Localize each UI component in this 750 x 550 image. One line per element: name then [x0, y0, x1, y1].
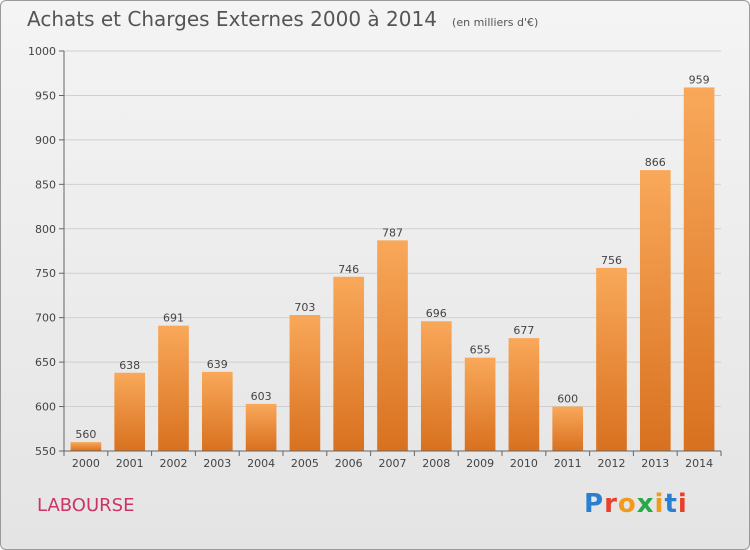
data-label: 677	[513, 324, 534, 337]
y-tick-label: 600	[35, 401, 56, 414]
y-tick-label: 1000	[28, 45, 56, 58]
data-label: 560	[75, 428, 96, 441]
bar-2012	[596, 267, 627, 451]
bar-2008	[420, 321, 452, 451]
bar-2001	[114, 372, 146, 451]
bar-2009	[464, 357, 496, 451]
x-tick-label: 2002	[160, 457, 188, 470]
y-tick-label: 900	[35, 134, 56, 147]
chart-subtitle: (en milliers d'€)	[452, 16, 539, 29]
x-tick-label: 2011	[554, 457, 582, 470]
proxiti-logo[interactable]: Proxiti	[584, 489, 688, 519]
data-label: 787	[382, 226, 403, 239]
bar-2010	[508, 338, 540, 451]
y-tick-label: 850	[35, 178, 56, 191]
chart-title: Achats et Charges Externes 2000 à 2014	[27, 7, 437, 31]
data-label: 638	[119, 359, 140, 372]
y-axis: 550 600 650 700 750 800 850 900 950 1000	[28, 45, 65, 458]
data-label: 600	[557, 393, 578, 406]
logo-letter: x	[636, 489, 655, 519]
bar-2003	[201, 371, 233, 451]
bar-2006	[333, 276, 365, 451]
bar-2004	[245, 403, 277, 451]
logo-letter: P	[584, 489, 605, 519]
town-name: LABOURSE	[37, 495, 135, 516]
data-label: 696	[426, 307, 447, 320]
data-label: 603	[251, 390, 272, 403]
logo-letter: r	[604, 489, 618, 519]
x-tick-label: 2004	[247, 457, 275, 470]
x-tick-label: 2001	[116, 457, 144, 470]
x-tick-label: 2008	[422, 457, 450, 470]
data-label: 691	[163, 312, 184, 325]
x-tick-label: 2005	[291, 457, 319, 470]
logo-letter: i	[654, 489, 665, 519]
bar-2002	[158, 325, 189, 451]
x-tick-label: 2003	[203, 457, 231, 470]
logo-letter: t	[664, 489, 678, 519]
data-label: 756	[601, 254, 622, 267]
x-axis: 2000 2001 2002 2003 2004 2005 2006 2007 2008 2009…	[63, 450, 722, 470]
bar-2011	[552, 406, 584, 451]
data-label: 703	[294, 301, 315, 314]
x-tick-label: 2007	[379, 457, 407, 470]
bar-2000	[70, 442, 102, 451]
data-label: 655	[470, 344, 491, 357]
bar-2014	[683, 87, 715, 451]
logo-letter: i	[677, 489, 688, 519]
x-tick-label: 2014	[685, 457, 713, 470]
x-tick-label: 2013	[641, 457, 669, 470]
data-label: 866	[645, 156, 666, 169]
y-tick-label: 950	[35, 89, 56, 102]
bars: 560 638 691 639 603 703 746 787 696 655 677 600 756 8…	[70, 73, 715, 451]
x-tick-label: 2000	[72, 457, 100, 470]
data-label: 746	[338, 263, 359, 276]
bar-2007	[377, 240, 408, 451]
x-tick-label: 2009	[466, 457, 494, 470]
y-tick-label: 550	[35, 445, 56, 458]
y-tick-label: 650	[35, 356, 56, 369]
x-tick-label: 2010	[510, 457, 538, 470]
bar-2005	[289, 315, 321, 451]
bar-2013	[639, 170, 671, 451]
chart-title-block: Achats et Charges Externes 2000 à 2014 (…	[27, 7, 538, 31]
data-label: 639	[207, 358, 228, 371]
x-tick-label: 2012	[598, 457, 626, 470]
logo-letter: o	[617, 489, 637, 519]
x-tick-label: 2006	[335, 457, 363, 470]
data-label: 959	[689, 73, 710, 86]
y-tick-label: 750	[35, 267, 56, 280]
y-tick-label: 700	[35, 312, 56, 325]
y-tick-label: 800	[35, 223, 56, 236]
